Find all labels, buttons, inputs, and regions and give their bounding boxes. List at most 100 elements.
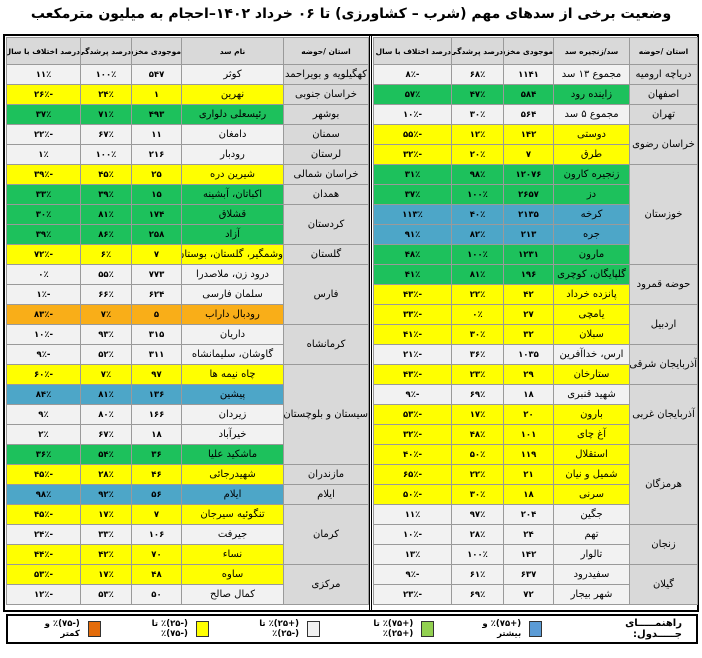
storage-cell: ۱۲۰۷۶ [503, 164, 554, 185]
dam-name-cell: جگین [553, 504, 630, 525]
change-percent-cell: -۲۶٪ [6, 84, 81, 105]
province-cell: آذربایجان شرقی [629, 344, 698, 385]
change-percent-cell: -۹٪ [373, 564, 452, 585]
dam-name-cell: پانزده خرداد [553, 284, 630, 305]
dam-name-cell: بارون [553, 404, 630, 425]
legend-swatch-orange [87, 621, 101, 637]
table-row: سبلان ۳۲ ۳۰٪ -۴۱٪ [373, 324, 698, 345]
fill-percent-cell: ۵۲٪ [80, 344, 132, 365]
change-percent-cell: -۱۲٪ [6, 584, 81, 605]
storage-cell: ۶۳۷ [503, 564, 554, 585]
legend-label: (+۷۵)٪ تا (+۲۵)٪ [373, 619, 414, 639]
table-row: کهگیلویه و بویراحمد کوثر ۵۴۷ ۱۰۰٪ ۱۱٪ [6, 64, 369, 85]
dam-name-cell: استقلال [553, 444, 630, 465]
storage-cell: ۱۴۲ [503, 544, 554, 565]
legend-item: (+۲۵)٪ تا (-۲۵)٪ [243, 619, 328, 639]
dam-name-cell: سرنی [553, 484, 630, 505]
storage-cell: ۳۱۱ [131, 344, 182, 365]
header-change: درصد اختلاف با سال قبل [6, 37, 81, 65]
storage-cell: ۹۷ [131, 364, 182, 385]
legend-swatch-white [307, 621, 321, 637]
storage-cell: ۴۶ [131, 464, 182, 485]
dam-name-cell: ماشکید علیا [181, 444, 284, 465]
fill-percent-cell: ۴۲٪ [80, 544, 132, 565]
table-row: مرکزی ساوه ۴۸ ۱۷٪ -۵۳٪ [6, 564, 369, 605]
legend-label: (-۲۵)٪ تا (-۷۵)٪ [151, 619, 188, 639]
fill-percent-cell: ۳۰٪ [451, 484, 504, 505]
fill-percent-cell: ۱۷٪ [80, 504, 132, 525]
change-percent-cell: ۳۹٪ [6, 224, 81, 245]
dam-name-cell: داریان [181, 324, 284, 345]
header-province: استان /حوضه [283, 37, 369, 65]
fill-percent-cell: ۹۳٪ [80, 324, 132, 345]
fill-percent-cell: ۱۰۰٪ [451, 184, 504, 205]
change-percent-cell: -۷۲٪ [6, 244, 81, 265]
change-percent-cell: -۱٪ [6, 284, 81, 305]
dam-name-cell: جیرفت [181, 524, 284, 545]
table-row: جگین ۲۰۴ ۹۷٪ ۱۱٪ [373, 504, 698, 525]
fill-percent-cell: ۶۹٪ [451, 584, 504, 605]
storage-cell: ۲۱۳ [503, 224, 554, 245]
legend-label: (+۷۵)٪ و بیشتر [482, 619, 522, 639]
province-cell: سیستان و بلوچستان [283, 364, 369, 465]
right-table-body: دریاچه ارومیه مجموع ۱۳ سد ۱۱۴۱ ۶۸٪ -۸٪ اصفهان… [373, 64, 698, 605]
dam-name-cell: زاینده رود [553, 84, 630, 105]
province-cell: خراسان جنوبی [283, 84, 369, 105]
fill-percent-cell: ۱۷٪ [80, 564, 132, 585]
storage-cell: ۱۶۶ [131, 404, 182, 425]
page-title: وضعیت برخی از سدهای مهم (شرب – کشاورزی) … [30, 6, 672, 22]
storage-cell: ۵۶۴ [503, 104, 554, 125]
legend-label: (-۷۵)٪ و کمتر [44, 619, 80, 639]
change-percent-cell: ۱٪ [6, 144, 81, 165]
fill-percent-cell: ۲۸٪ [80, 464, 132, 485]
table-row: سلمان فارسی ۶۲۴ ۶۶٪ -۱٪ [6, 284, 369, 305]
dam-name-cell: اکباتان، آبشینه [181, 184, 284, 205]
change-percent-cell: ۱۱٪ [6, 64, 81, 85]
change-percent-cell: ۴۸٪ [373, 244, 452, 265]
change-percent-cell: -۲۲٪ [6, 124, 81, 145]
storage-cell: ۱۸ [503, 384, 554, 405]
storage-cell: ۱ [131, 84, 182, 105]
storage-cell: ۱۱۴۱ [503, 64, 554, 85]
change-percent-cell: -۴۵٪ [6, 504, 81, 525]
fill-percent-cell: ۳۶٪ [451, 344, 504, 365]
dam-name-cell: درود زن، ملاصدرا [181, 264, 284, 285]
dam-name-cell: کوثر [181, 64, 284, 85]
table-row: اردبیل یامچی ۲۷ ۰٪ -۳۳٪ [373, 304, 698, 345]
fill-percent-cell: ۳۰٪ [451, 104, 504, 125]
storage-cell: ۱۷۴ [131, 204, 182, 225]
province-cell: خراسان رضوی [629, 124, 698, 165]
legend-title: راهنمـــــای جـــــدول: [625, 618, 682, 640]
province-cell: حوضه قمرود [629, 264, 698, 305]
dam-name-cell: نهرین [181, 84, 284, 105]
storage-cell: ۱۵ [131, 184, 182, 205]
dam-name-cell: تهم [553, 524, 630, 545]
dam-name-cell: کرخه [553, 204, 630, 225]
fill-percent-cell: ۶۷٪ [80, 424, 132, 445]
table-row: دریاچه ارومیه مجموع ۱۳ سد ۱۱۴۱ ۶۸٪ -۸٪ [373, 64, 698, 85]
dam-name-cell: شیرین دره [181, 164, 284, 185]
table-row: سیستان و بلوچستان چاه نیمه ها ۹۷ ۷٪ -۶۰٪ [6, 364, 369, 465]
fill-percent-cell: ۰٪ [451, 304, 504, 325]
change-percent-cell: -۱۰٪ [373, 104, 452, 125]
header-province: استان /حوضه [629, 37, 698, 65]
storage-cell: ۱۱۹ [503, 444, 554, 465]
storage-cell: ۷ [131, 504, 182, 525]
table-row: زیردان ۱۶۶ ۸۰٪ ۹٪ [6, 404, 369, 425]
fill-percent-cell: ۲۳٪ [451, 364, 504, 385]
table-row: نساء ۷۰ ۴۲٪ -۴۴٪ [6, 544, 369, 565]
fill-percent-cell: ۸۶٪ [80, 224, 132, 245]
table-row: خوزستان زنجیره کارون ۱۲۰۷۶ ۹۸٪ ۳۱٪ [373, 164, 698, 265]
table-row: آزاد ۲۵۸ ۸۶٪ ۳۹٪ [6, 224, 369, 245]
province-cell: سمنان [283, 124, 369, 145]
header-fill: درصد پرشدگی [451, 37, 504, 65]
table-row: دز ۲۶۵۷ ۱۰۰٪ ۳۷٪ [373, 184, 698, 205]
fill-percent-cell: ۴۷٪ [451, 84, 504, 105]
dam-name-cell: دامغان [181, 124, 284, 145]
change-percent-cell: -۵۳٪ [6, 564, 81, 585]
fill-percent-cell: ۶۷٪ [80, 124, 132, 145]
fill-percent-cell: ۶۹٪ [451, 384, 504, 405]
change-percent-cell: ۹٪ [6, 404, 81, 425]
fill-percent-cell: ۲۰٪ [451, 144, 504, 165]
province-cell: مرکزی [283, 564, 369, 605]
